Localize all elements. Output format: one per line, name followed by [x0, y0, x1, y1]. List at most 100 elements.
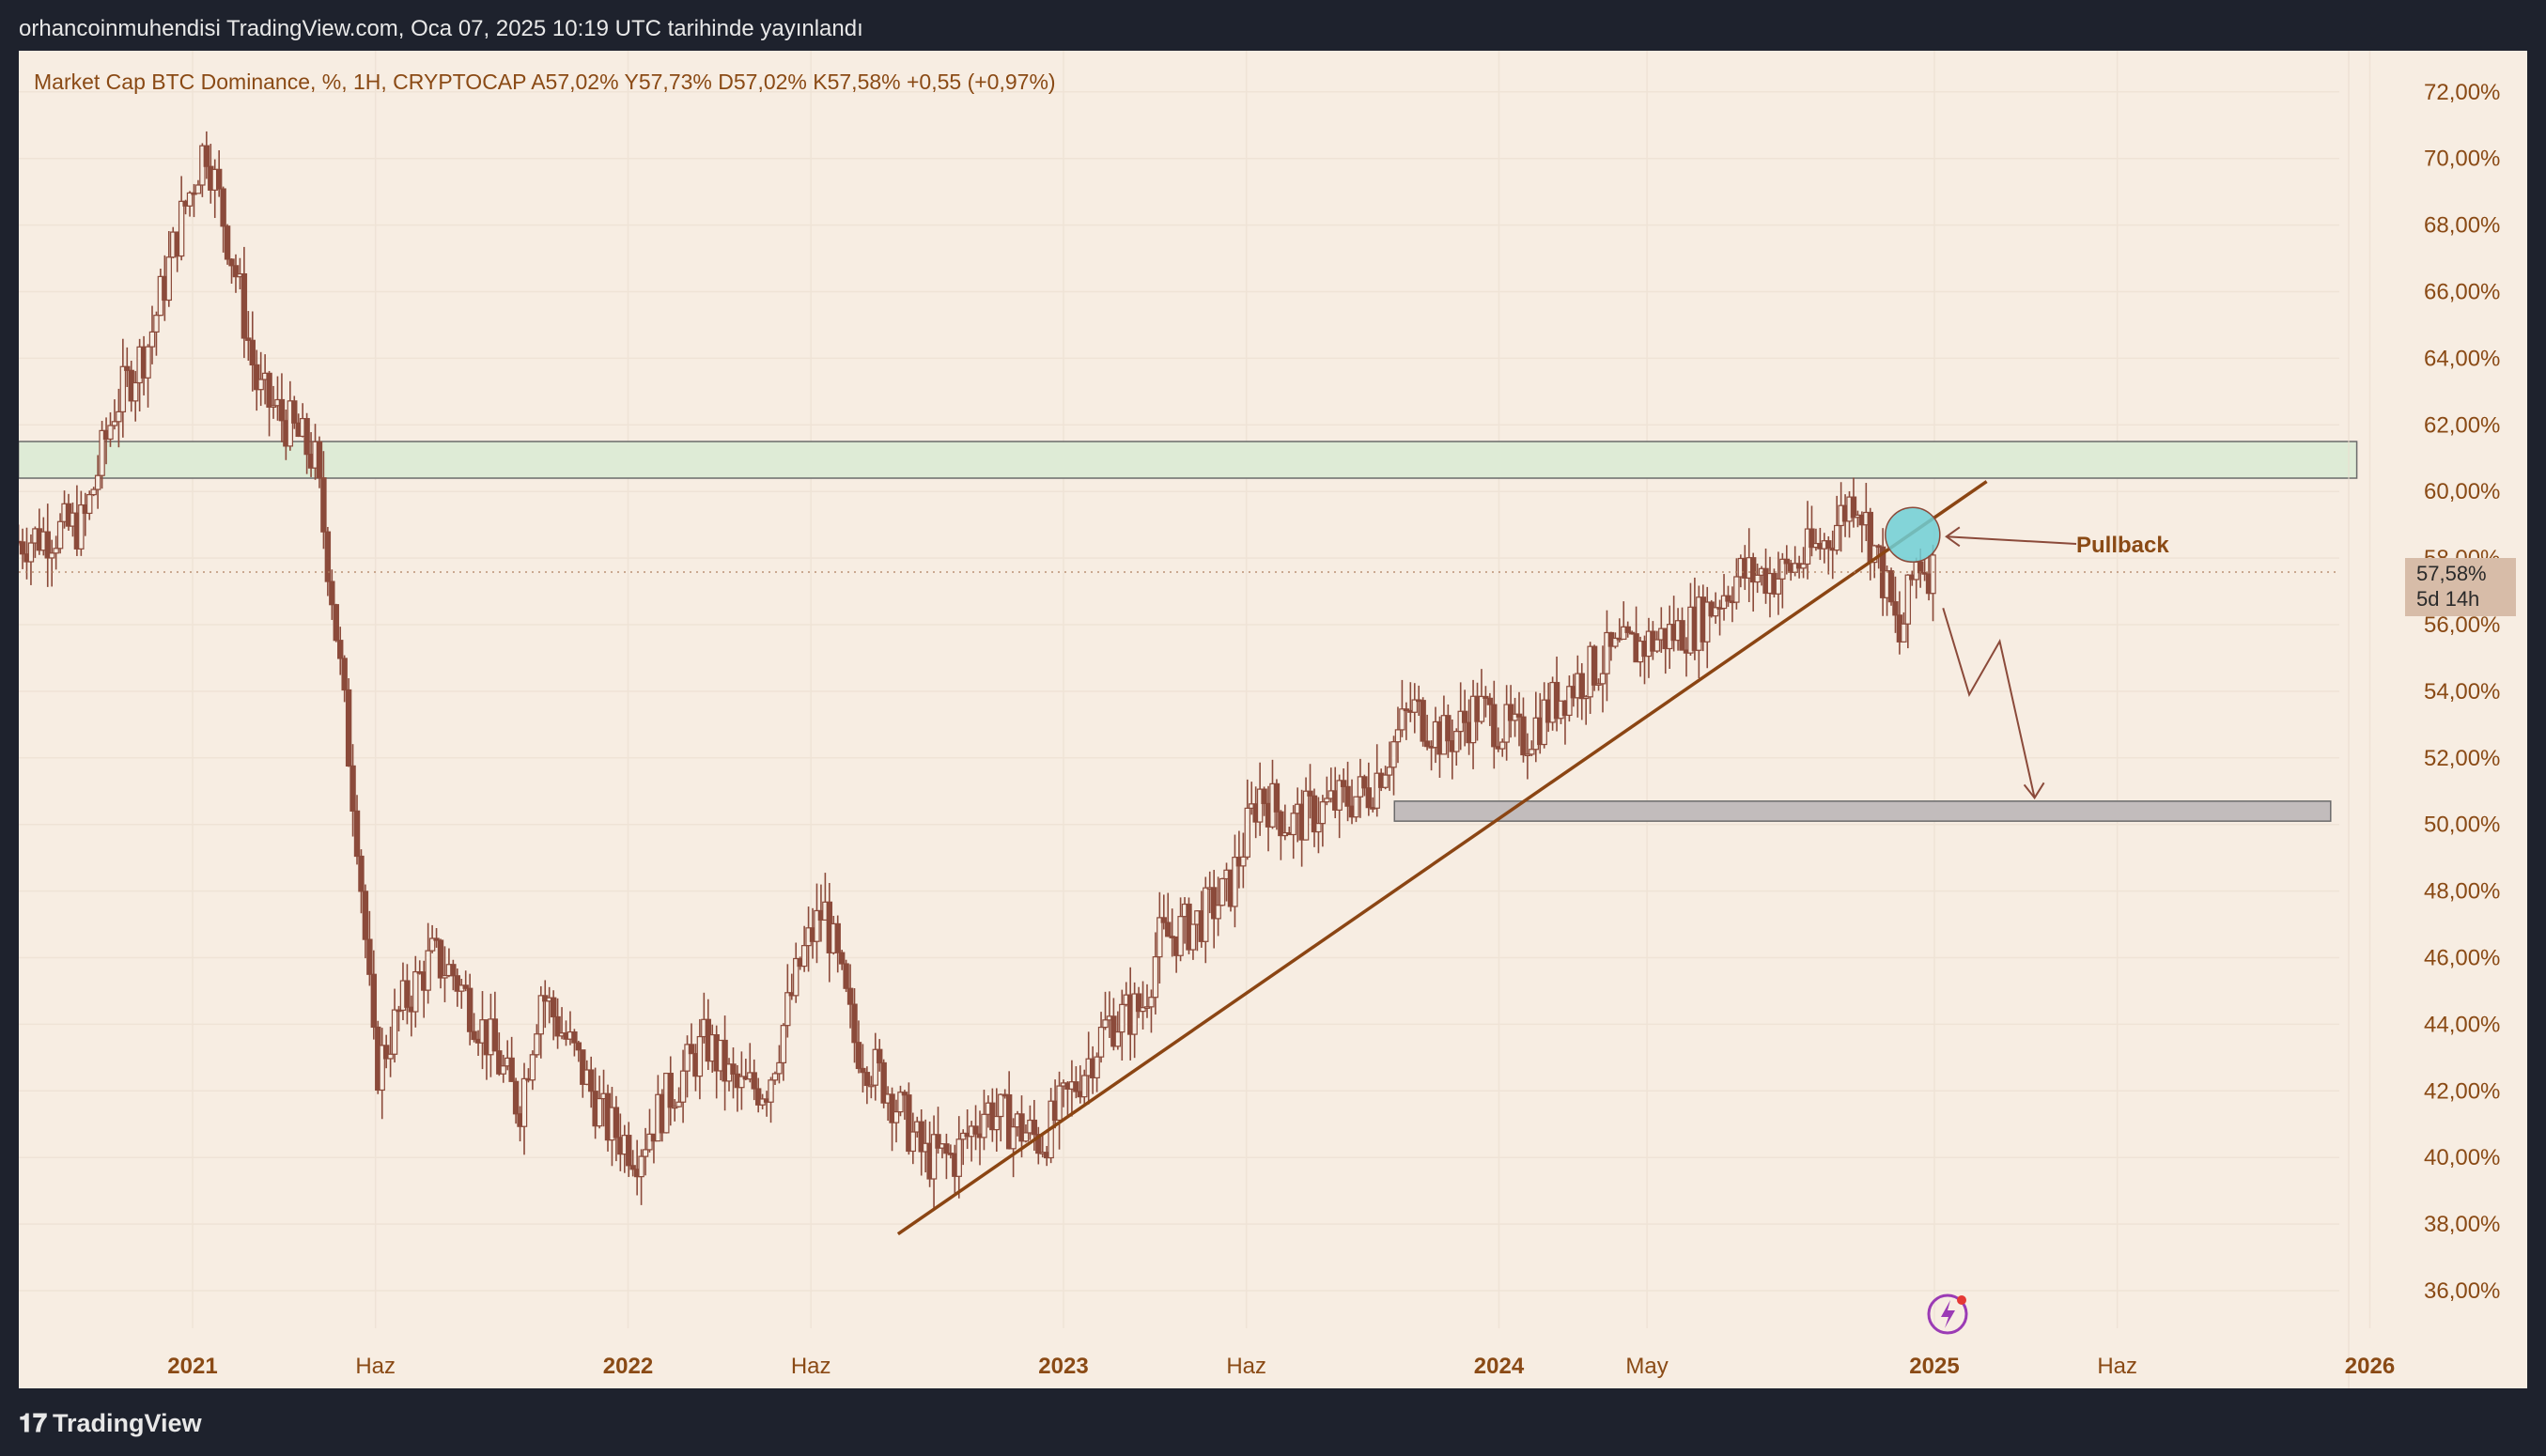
- candle: [324, 526, 332, 596]
- candle: [575, 1040, 582, 1062]
- notification-dot-icon: [1957, 1295, 1966, 1305]
- lightning-icon[interactable]: [1927, 1293, 1968, 1335]
- y-tick-label: 40,00%: [2424, 1145, 2500, 1170]
- candle: [224, 224, 231, 265]
- candle: [145, 344, 151, 408]
- chart-area[interactable]: Pullback 72,00% 70,00% 68,00% 66,00% 64,00% 62…: [19, 51, 2527, 1388]
- lightning-bolt-icon: [1941, 1300, 1955, 1328]
- candle: [1022, 1124, 1030, 1143]
- candle: [534, 1024, 540, 1059]
- candle: [320, 451, 327, 550]
- candle: [793, 942, 800, 1003]
- candle: [19, 528, 26, 569]
- candle: [353, 795, 361, 865]
- candle: [257, 351, 264, 407]
- candle: [580, 1049, 586, 1098]
- candle: [496, 1032, 503, 1077]
- candle: [1035, 1126, 1042, 1165]
- candle: [1612, 632, 1619, 649]
- candle: [1800, 547, 1807, 579]
- candle: [722, 1015, 728, 1111]
- candle: [1094, 1052, 1100, 1092]
- candle: [893, 1099, 900, 1143]
- candle: [500, 1054, 506, 1083]
- y-tick-label: 44,00%: [2424, 1012, 2500, 1037]
- candle: [1582, 694, 1590, 725]
- candle: [1453, 728, 1460, 767]
- candle: [86, 490, 93, 520]
- candle: [1529, 740, 1535, 757]
- candle: [1515, 691, 1523, 747]
- candle: [675, 1087, 682, 1108]
- candle: [1097, 1012, 1105, 1063]
- candle: [1302, 777, 1310, 841]
- tradingview-logo[interactable]: 𝟏𝟕 TradingView: [19, 1409, 202, 1439]
- candle: [1189, 923, 1197, 960]
- candle: [437, 938, 444, 989]
- candle: [930, 1115, 938, 1208]
- candle: [232, 254, 240, 293]
- candle: [1621, 601, 1627, 641]
- y-tick-label: 70,00%: [2424, 147, 2500, 172]
- candle: [194, 179, 202, 194]
- y-tick-label: 64,00%: [2424, 346, 2500, 371]
- candle: [1244, 779, 1250, 860]
- candle: [877, 1039, 883, 1072]
- candle: [1219, 877, 1226, 906]
- candle: [626, 1122, 632, 1177]
- candle: [1344, 761, 1351, 822]
- candle: [520, 1062, 528, 1155]
- candle: [428, 924, 436, 953]
- candle: [1165, 892, 1172, 937]
- candle: [329, 569, 335, 620]
- candle: [124, 347, 131, 388]
- candle: [1486, 692, 1494, 726]
- candle: [1390, 736, 1397, 796]
- candle: [1399, 679, 1405, 737]
- candle: [696, 1018, 704, 1100]
- x-tick-label: 2023: [1038, 1354, 1088, 1379]
- candle: [1775, 551, 1782, 615]
- y-tick-label: 60,00%: [2424, 479, 2500, 504]
- candle: [596, 1076, 603, 1129]
- candle: [333, 603, 339, 643]
- candle: [508, 1036, 515, 1082]
- candle: [671, 1099, 678, 1122]
- candle: [404, 964, 411, 1025]
- candle: [1595, 678, 1602, 691]
- candle: [550, 990, 557, 1041]
- candle: [1833, 495, 1840, 555]
- candle: [814, 883, 820, 964]
- candle: [1365, 762, 1373, 816]
- candle: [241, 246, 248, 359]
- candle: [901, 1090, 908, 1121]
- candle: [863, 1066, 871, 1105]
- candle: [1119, 989, 1126, 1061]
- candle: [1394, 706, 1402, 764]
- candle: [1273, 779, 1281, 830]
- candle: [1232, 834, 1238, 928]
- y-tick-label: 48,00%: [2424, 879, 2500, 905]
- candle: [1157, 891, 1163, 984]
- candle: [1148, 989, 1155, 1033]
- candle: [679, 1049, 687, 1123]
- projection-path: [1942, 607, 2036, 798]
- candle: [116, 388, 122, 448]
- candle: [1315, 797, 1322, 854]
- candle: [1825, 535, 1832, 575]
- candle: [1499, 738, 1506, 757]
- candle: [349, 744, 356, 837]
- candle: [1725, 585, 1731, 608]
- candle: [1901, 612, 1907, 643]
- x-tick-label: Haz: [2097, 1354, 2137, 1379]
- candle: [1361, 774, 1368, 797]
- candle: [370, 950, 378, 1040]
- candle: [688, 1023, 695, 1055]
- candle: [646, 1108, 653, 1153]
- tradingview-brand-text: TradingView: [53, 1409, 202, 1437]
- candle: [571, 1029, 578, 1057]
- tradingview-logo-icon: 𝟏𝟕: [19, 1409, 48, 1437]
- candle: [119, 338, 127, 438]
- pullback-arrow: [1946, 535, 2077, 545]
- price-chart[interactable]: Pullback 72,00% 70,00% 68,00% 66,00% 64,00% 62…: [19, 51, 2527, 1388]
